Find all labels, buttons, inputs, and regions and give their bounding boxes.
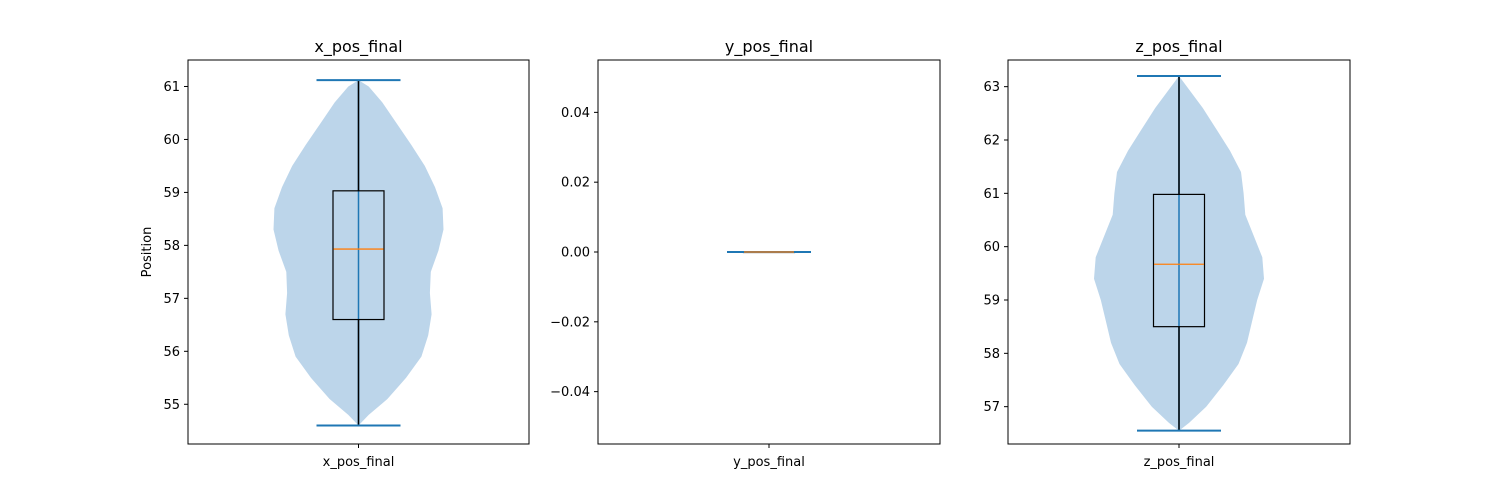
- subplot-title: x_pos_final: [314, 37, 402, 57]
- y-tick-label: 60: [163, 133, 180, 148]
- y-tick-label: −0.04: [550, 385, 590, 400]
- y-axis-label: Position: [140, 227, 155, 278]
- y-tick-label: −0.02: [550, 315, 590, 330]
- x-tick-label: x_pos_final: [323, 455, 395, 470]
- subplot-title: z_pos_final: [1135, 37, 1222, 57]
- y-tick-label: 61: [163, 80, 180, 95]
- y-tick-label: 55: [163, 398, 180, 413]
- y-tick-label: 58: [983, 347, 1000, 362]
- y-tick-label: 57: [163, 292, 180, 307]
- y-tick-label: 56: [163, 345, 180, 360]
- y-tick-label: 0.00: [561, 246, 590, 261]
- y-tick-label: 59: [983, 294, 1000, 309]
- subplot-1: 55 56 57 58 59 60 61 x_pos_final x_pos_final Posi…: [140, 37, 530, 470]
- x-tick-label: y_pos_final: [733, 455, 805, 470]
- y-tick-label: 60: [983, 240, 1000, 255]
- subplot-3: 57 58 59 60 61 62 63 z_pos_final z_pos_final: [983, 37, 1351, 470]
- y-tick-label: 62: [983, 134, 1000, 149]
- y-tick-label: 63: [983, 80, 1000, 95]
- y-tick-label: 58: [163, 239, 180, 254]
- iqr-box: [1152, 193, 1206, 328]
- y-tick-label: 0.02: [561, 176, 590, 191]
- x-tick-label: z_pos_final: [1144, 455, 1215, 470]
- subplot-2: −0.04 −0.02 0.00 0.02 0.04 y_pos_final y_pos_f…: [550, 37, 941, 470]
- y-tick-label: 57: [983, 400, 1000, 415]
- iqr-box: [332, 190, 385, 321]
- y-tick-label: 59: [163, 186, 180, 201]
- y-tick-label: 61: [983, 187, 1000, 202]
- subplot-title: y_pos_final: [725, 37, 813, 57]
- y-tick-label: 0.04: [561, 106, 590, 121]
